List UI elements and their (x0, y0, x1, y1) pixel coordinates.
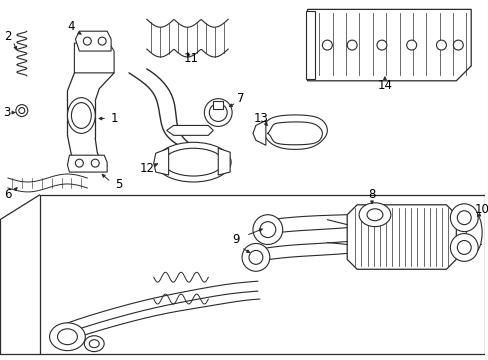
Polygon shape (252, 121, 265, 145)
Ellipse shape (58, 329, 77, 345)
Text: 4: 4 (67, 20, 75, 33)
Ellipse shape (456, 211, 470, 225)
Ellipse shape (242, 243, 269, 271)
Polygon shape (74, 43, 114, 73)
Ellipse shape (163, 148, 223, 176)
Ellipse shape (155, 142, 231, 182)
Ellipse shape (452, 40, 462, 50)
Ellipse shape (366, 209, 382, 221)
Ellipse shape (204, 99, 232, 126)
Polygon shape (346, 205, 455, 269)
Ellipse shape (89, 340, 99, 348)
Ellipse shape (71, 103, 91, 129)
Text: 10: 10 (474, 203, 488, 216)
Polygon shape (218, 148, 230, 175)
Ellipse shape (83, 37, 91, 45)
Text: 1: 1 (110, 112, 118, 125)
Ellipse shape (49, 323, 85, 351)
Ellipse shape (322, 40, 332, 50)
Ellipse shape (346, 40, 356, 50)
Ellipse shape (98, 37, 106, 45)
Ellipse shape (449, 234, 477, 261)
Text: 12: 12 (139, 162, 154, 175)
Polygon shape (67, 155, 107, 172)
Bar (213, 101, 223, 109)
Ellipse shape (252, 215, 282, 244)
Ellipse shape (248, 251, 263, 264)
Ellipse shape (465, 213, 481, 252)
Ellipse shape (406, 40, 416, 50)
Polygon shape (305, 12, 315, 79)
Polygon shape (166, 125, 213, 135)
Ellipse shape (16, 105, 28, 117)
Text: 6: 6 (4, 188, 12, 201)
Text: 5: 5 (115, 179, 122, 192)
Text: 3: 3 (3, 106, 11, 119)
Text: 11: 11 (183, 53, 199, 66)
Polygon shape (75, 31, 111, 51)
Ellipse shape (358, 203, 390, 227)
Ellipse shape (376, 40, 386, 50)
Ellipse shape (84, 336, 104, 352)
Ellipse shape (260, 222, 275, 238)
Ellipse shape (456, 240, 470, 255)
Text: 13: 13 (253, 112, 268, 125)
Ellipse shape (19, 108, 25, 113)
Ellipse shape (67, 98, 95, 133)
Text: 8: 8 (367, 188, 375, 201)
Ellipse shape (436, 40, 446, 50)
Polygon shape (307, 9, 470, 81)
Text: 2: 2 (4, 30, 12, 42)
Ellipse shape (209, 104, 227, 121)
Text: 7: 7 (237, 92, 244, 105)
Polygon shape (153, 148, 168, 175)
Ellipse shape (91, 159, 99, 167)
Ellipse shape (449, 204, 477, 231)
Text: 9: 9 (232, 233, 239, 246)
Ellipse shape (75, 159, 83, 167)
Polygon shape (40, 195, 484, 354)
Text: 14: 14 (377, 79, 391, 92)
